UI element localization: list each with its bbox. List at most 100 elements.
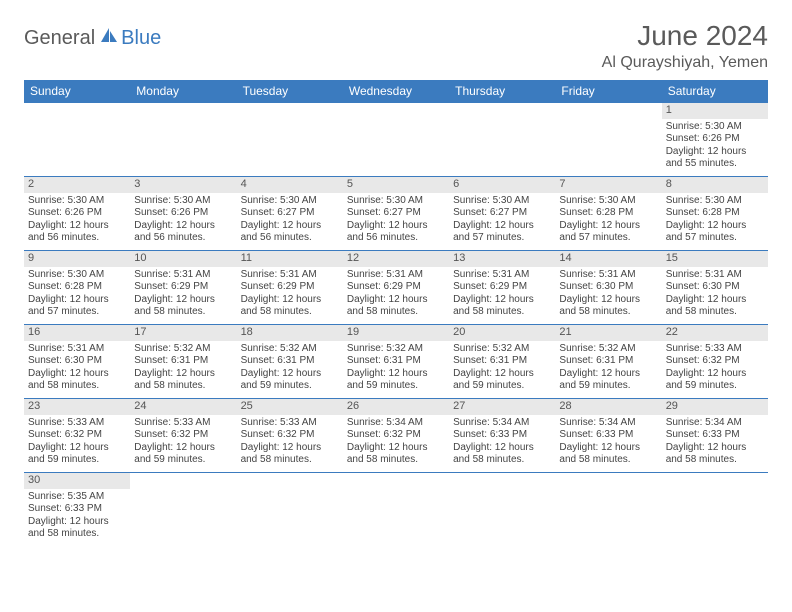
sunset-text: Sunset: 6:30 PM [28,355,126,368]
day-number: 14 [555,251,661,267]
sunset-text: Sunset: 6:32 PM [666,355,764,368]
sunrise-text: Sunrise: 5:30 AM [134,195,232,208]
sunset-text: Sunset: 6:33 PM [28,503,126,516]
daylight-text: Daylight: 12 hours and 56 minutes. [347,220,445,245]
calendar-cell: 2Sunrise: 5:30 AMSunset: 6:26 PMDaylight… [24,177,130,251]
day-number: 24 [130,399,236,415]
sunrise-text: Sunrise: 5:30 AM [453,195,551,208]
sunrise-text: Sunrise: 5:33 AM [134,417,232,430]
day-number: 5 [343,177,449,193]
daylight-text: Daylight: 12 hours and 58 minutes. [241,442,339,467]
calendar-cell: 3Sunrise: 5:30 AMSunset: 6:26 PMDaylight… [130,177,236,251]
calendar-cell: 23Sunrise: 5:33 AMSunset: 6:32 PMDayligh… [24,399,130,473]
calendar-cell: 17Sunrise: 5:32 AMSunset: 6:31 PMDayligh… [130,325,236,399]
daylight-text: Daylight: 12 hours and 56 minutes. [134,220,232,245]
calendar-cell: 22Sunrise: 5:33 AMSunset: 6:32 PMDayligh… [662,325,768,399]
calendar-table: SundayMondayTuesdayWednesdayThursdayFrid… [24,80,768,547]
calendar-cell: 29 Sunrise: 5:34 AMSunset: 6:33 PMDayligh… [662,399,768,473]
sunset-text: Sunset: 6:29 PM [134,281,232,294]
daylight-text: Daylight: 12 hours and 59 minutes. [666,368,764,393]
day-number: 4 [237,177,343,193]
sunset-text: Sunset: 6:32 PM [241,429,339,442]
day-number: 12 [343,251,449,267]
day-number: 9 [24,251,130,267]
calendar-cell: 28Sunrise: 5:34 AMSunset: 6:33 PMDayligh… [555,399,661,473]
daylight-text: Daylight: 12 hours and 59 minutes. [241,368,339,393]
weekday-header: Tuesday [237,80,343,103]
weekday-header: Thursday [449,80,555,103]
day-number: 20 [449,325,555,341]
daylight-text: Daylight: 12 hours and 58 minutes. [559,294,657,319]
month-title: June 2024 [602,20,768,52]
sunset-text: Sunset: 6:28 PM [666,207,764,220]
daylight-text: Daylight: 12 hours and 58 minutes. [241,294,339,319]
day-number: 25 [237,399,343,415]
calendar-cell [555,103,661,177]
sunrise-text: Sunrise: 5:35 AM [28,491,126,504]
sunset-text: Sunset: 6:30 PM [666,281,764,294]
calendar-cell: 4Sunrise: 5:30 AMSunset: 6:27 PMDaylight… [237,177,343,251]
sunset-text: Sunset: 6:28 PM [559,207,657,220]
weekday-header: Friday [555,80,661,103]
sunrise-text: Sunrise: 5:30 AM [666,121,764,134]
sunset-text: Sunset: 6:33 PM [666,429,764,442]
daylight-text: Daylight: 12 hours and 58 minutes. [453,294,551,319]
sunrise-text: Sunrise: 5:31 AM [347,269,445,282]
day-number: 2 [24,177,130,193]
calendar-cell: 18Sunrise: 5:32 AMSunset: 6:31 PMDayligh… [237,325,343,399]
calendar-cell: 30Sunrise: 5:35 AMSunset: 6:33 PMDayligh… [24,473,130,547]
weekday-header: Wednesday [343,80,449,103]
sunrise-text: Sunrise: 5:34 AM [347,417,445,430]
daylight-text: Daylight: 12 hours and 57 minutes. [453,220,551,245]
daylight-text: Daylight: 12 hours and 58 minutes. [453,442,551,467]
daylight-text: Daylight: 12 hours and 58 minutes. [347,442,445,467]
day-number: 28 [555,399,661,415]
logo-text-blue: Blue [121,27,161,50]
sunset-text: Sunset: 6:31 PM [241,355,339,368]
day-number: 29 [662,399,768,415]
day-number: 22 [662,325,768,341]
logo-text-general: General [24,27,95,50]
daylight-text: Daylight: 12 hours and 58 minutes. [666,442,764,467]
day-number: 27 [449,399,555,415]
sunset-text: Sunset: 6:28 PM [28,281,126,294]
sunset-text: Sunset: 6:31 PM [347,355,445,368]
sunset-text: Sunset: 6:26 PM [666,133,764,146]
sunset-text: Sunset: 6:29 PM [241,281,339,294]
daylight-text: Daylight: 12 hours and 58 minutes. [559,442,657,467]
day-number: 13 [449,251,555,267]
day-number: 23 [24,399,130,415]
header: General Blue June 2024 Al Qurayshiyah, Y… [24,20,768,72]
calendar-cell: 8Sunrise: 5:30 AMSunset: 6:28 PMDaylight… [662,177,768,251]
weekday-header: Sunday [24,80,130,103]
daylight-text: Daylight: 12 hours and 55 minutes. [666,146,764,171]
daylight-text: Daylight: 12 hours and 57 minutes. [559,220,657,245]
sunrise-text: Sunrise: 5:32 AM [453,343,551,356]
calendar-cell: 15Sunrise: 5:31 AMSunset: 6:30 PMDayligh… [662,251,768,325]
calendar-cell: 13Sunrise: 5:31 AMSunset: 6:29 PMDayligh… [449,251,555,325]
sunset-text: Sunset: 6:30 PM [559,281,657,294]
sunrise-text: Sunrise: 5:32 AM [347,343,445,356]
sunrise-text: Sunrise: 5:32 AM [559,343,657,356]
day-number: 18 [237,325,343,341]
logo: General Blue [24,26,161,51]
day-number: 7 [555,177,661,193]
daylight-text: Daylight: 12 hours and 58 minutes. [28,368,126,393]
sunset-text: Sunset: 6:27 PM [241,207,339,220]
calendar-cell: 14Sunrise: 5:31 AMSunset: 6:30 PMDayligh… [555,251,661,325]
calendar-cell: 6Sunrise: 5:30 AMSunset: 6:27 PMDaylight… [449,177,555,251]
sunset-text: Sunset: 6:26 PM [28,207,126,220]
sail-icon [99,26,119,49]
day-number: 16 [24,325,130,341]
calendar-cell: 10Sunrise: 5:31 AMSunset: 6:29 PMDayligh… [130,251,236,325]
sunset-text: Sunset: 6:26 PM [134,207,232,220]
sunrise-text: Sunrise: 5:34 AM [666,417,764,430]
calendar-cell [555,473,661,547]
calendar-cell: 9Sunrise: 5:30 AMSunset: 6:28 PMDaylight… [24,251,130,325]
daylight-text: Daylight: 12 hours and 57 minutes. [666,220,764,245]
sunset-text: Sunset: 6:29 PM [347,281,445,294]
sunrise-text: Sunrise: 5:30 AM [28,195,126,208]
calendar-cell: 19Sunrise: 5:32 AMSunset: 6:31 PMDayligh… [343,325,449,399]
calendar-cell [343,473,449,547]
sunset-text: Sunset: 6:29 PM [453,281,551,294]
